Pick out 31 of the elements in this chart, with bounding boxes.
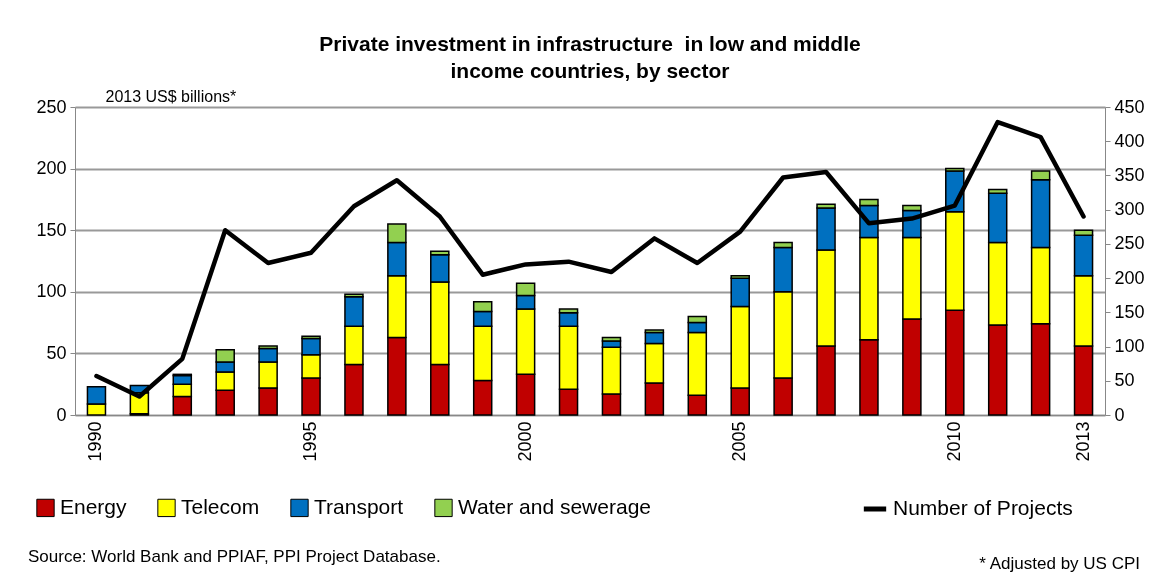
legend-label: Water and sewerage	[458, 494, 651, 518]
y-axis-title: 2013 US$ billions*	[105, 87, 237, 105]
legend-label: Number of Projects	[893, 496, 1073, 519]
y2-tick-label: 200	[1114, 267, 1145, 288]
source-note: Source: World Bank and PPIAF, PPI Project Database.	[28, 547, 441, 567]
chart-title: Private investment in infrastructure in low and middle income countries, by sector	[318, 31, 862, 84]
y2-tick-label: 250	[1114, 233, 1145, 254]
legend-label: Energy	[60, 494, 128, 518]
legend-label: Telecom	[181, 494, 260, 518]
y-tick-label: 150	[36, 219, 67, 240]
y-tick-label: 250	[36, 96, 67, 117]
y2-tick-label: 50	[1114, 370, 1135, 391]
text: * Adjusted by US CPI	[979, 554, 1140, 574]
y2-tick-label: 100	[1114, 336, 1145, 357]
y2-tick-label: 0	[1114, 404, 1125, 425]
y2-tick-label: 450	[1114, 96, 1145, 117]
y-tick-label: 0	[56, 404, 67, 425]
x-tick-label: 2000	[514, 421, 535, 462]
y-tick-label: 100	[36, 281, 67, 302]
x-tick-label: 2013	[1072, 421, 1093, 462]
x-tick-label: 1990	[85, 421, 106, 462]
x-tick-label: 1995	[300, 421, 321, 462]
y-tick-label: 50	[46, 342, 67, 363]
y2-tick-label: 400	[1114, 130, 1145, 151]
y2-tick-label: 150	[1114, 301, 1145, 322]
y-tick-label: 200	[36, 158, 67, 179]
y2-tick-label: 350	[1114, 164, 1145, 185]
legend-label: Transport	[314, 494, 404, 518]
x-tick-label: 2010	[943, 421, 964, 462]
y2-tick-label: 300	[1114, 199, 1145, 220]
x-tick-label: 2005	[729, 421, 750, 462]
